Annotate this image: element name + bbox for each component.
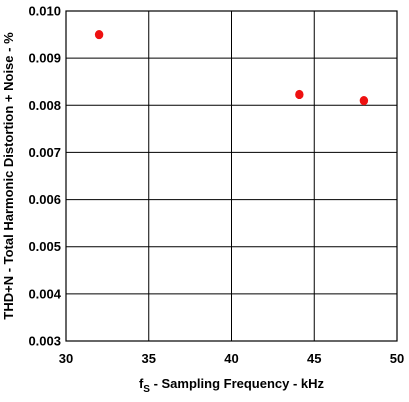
x-tick-label: 30 [59, 351, 73, 366]
y-tick-label: 0.005 [28, 239, 61, 254]
data-point [94, 29, 104, 40]
data-point [359, 95, 369, 106]
y-tick-label: 0.004 [28, 286, 61, 301]
y-tick-label: 0.008 [28, 98, 61, 113]
x-axis-title: fS - Sampling Frequency - kHz [139, 376, 325, 395]
y-tick-label: 0.003 [28, 334, 61, 349]
x-tick-label: 40 [224, 351, 238, 366]
x-tick-label: 35 [142, 351, 156, 366]
grid-lines [66, 11, 397, 341]
y-tick-label: 0.007 [28, 145, 61, 160]
x-tick-labels: 30 35 40 45 50 [59, 351, 404, 366]
y-tick-labels: 0.003 0.004 0.005 0.006 0.007 0.008 0.009 0.010 [28, 4, 61, 349]
y-tick-label: 0.006 [28, 192, 61, 207]
plot-frame [65, 10, 398, 342]
y-tick-label: 0.010 [28, 4, 61, 19]
x-axis-title-subscript: S [143, 384, 150, 395]
x-tick-label: 50 [390, 351, 404, 366]
x-axis-title-rest: - Sampling Frequency - kHz [150, 376, 325, 391]
y-tick-label: 0.009 [28, 51, 61, 66]
data-points [94, 29, 369, 106]
y-axis-title: THD+N - Total Harmonic Distortion + Nois… [1, 32, 16, 320]
x-tick-label: 45 [307, 351, 321, 366]
x-axis-title-main: f [139, 376, 144, 391]
data-point [295, 89, 304, 100]
